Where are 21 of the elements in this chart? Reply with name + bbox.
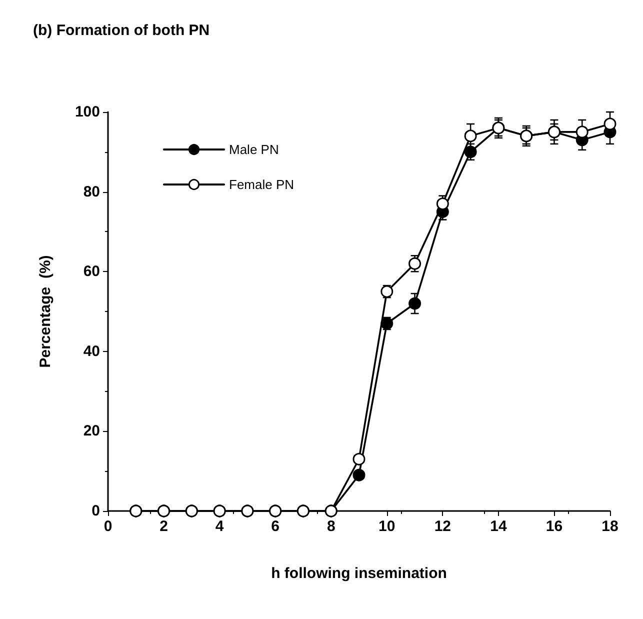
x-tick-label: 16: [546, 518, 563, 535]
legend-label: Male PN: [229, 142, 279, 157]
y-tick-label: 60: [83, 263, 100, 280]
y-tick-label: 40: [83, 342, 100, 360]
x-tick-label: 10: [378, 518, 396, 535]
chart-title: (b) Formation of both PN: [33, 22, 210, 39]
x-tick-label: 0: [104, 518, 112, 535]
x-tick-label: 12: [434, 518, 452, 535]
y-tick-label: 20: [83, 422, 100, 440]
x-tick-label: 2: [160, 518, 168, 535]
x-tick-label: 6: [271, 518, 280, 535]
y-axis-title: Percentage (%): [37, 255, 54, 368]
y-tick-label: 100: [74, 104, 100, 120]
x-tick-label: 4: [215, 518, 224, 535]
legend-label: Female PN: [229, 177, 294, 192]
x-tick-label: 8: [326, 518, 336, 535]
y-tick-label: 80: [83, 183, 100, 200]
x-tick-label: 18: [602, 518, 618, 535]
x-axis-title: h following insemination: [271, 565, 447, 582]
y-tick-label: 0: [92, 502, 100, 520]
x-tick-label: 14: [490, 518, 508, 535]
